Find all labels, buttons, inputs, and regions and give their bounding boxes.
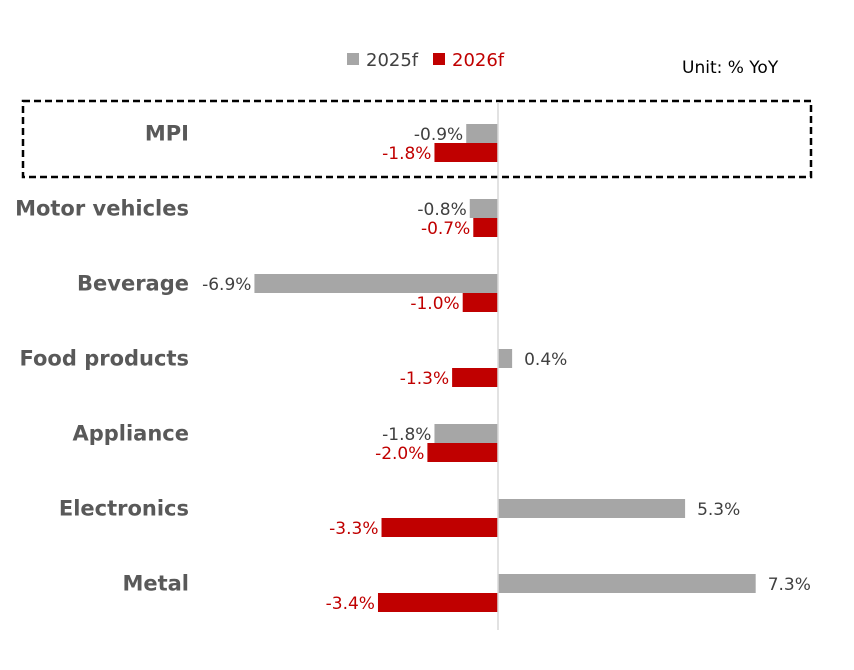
bar-2025f-metal (498, 574, 756, 593)
value-label-2026f-food-products: -1.3% (400, 369, 449, 389)
bar-2026f-beverage (462, 293, 498, 312)
bar-2026f-mpi (434, 143, 498, 162)
category-label-electronics: Electronics (59, 497, 189, 521)
value-label-2026f-beverage: -1.0% (410, 294, 459, 314)
legend-swatch-2026f (433, 53, 445, 65)
value-label-2025f-beverage: -6.9% (202, 275, 251, 295)
bar-2025f-beverage (254, 274, 498, 293)
value-label-2026f-appliance: -2.0% (375, 444, 424, 464)
bar-2026f-appliance (427, 443, 498, 462)
value-label-2026f-motor-vehicles: -0.7% (421, 219, 470, 239)
value-label-2025f-metal: 7.3% (768, 575, 811, 595)
category-label-motor-vehicles: Motor vehicles (15, 197, 189, 221)
bar-2025f-mpi (466, 124, 498, 143)
value-label-2025f-motor-vehicles: -0.8% (417, 200, 466, 220)
bar-2026f-electronics (381, 518, 498, 537)
unit-label: Unit: % YoY (682, 58, 779, 78)
value-label-2026f-electronics: -3.3% (329, 519, 378, 539)
category-label-food-products: Food products (20, 347, 189, 371)
category-label-metal: Metal (122, 572, 189, 596)
bar-2026f-metal (377, 593, 498, 612)
legend-label-2025f: 2025f (366, 50, 419, 71)
value-label-2025f-food-products: 0.4% (524, 350, 567, 370)
highlight-box (21, 99, 813, 179)
legend: 2025f 2026f (347, 50, 505, 71)
bar-2026f-food-products (452, 368, 498, 387)
legend-swatch-2025f (347, 53, 359, 65)
category-label-mpi: MPI (145, 122, 189, 146)
category-label-beverage: Beverage (77, 272, 189, 296)
value-label-2025f-mpi: -0.9% (414, 125, 463, 145)
legend-label-2026f: 2026f (452, 50, 505, 71)
bar-2025f-food-products (498, 349, 513, 368)
bar-2025f-motor-vehicles (469, 199, 498, 218)
bar-2025f-appliance (434, 424, 498, 443)
value-label-2025f-electronics: 5.3% (697, 500, 740, 520)
value-label-2026f-metal: -3.4% (326, 594, 375, 614)
value-label-2026f-mpi: -1.8% (382, 144, 431, 164)
bar-2025f-electronics (498, 499, 686, 518)
category-label-appliance: Appliance (72, 422, 189, 446)
bar-2026f-motor-vehicles (473, 218, 498, 237)
value-label-2025f-appliance: -1.8% (382, 425, 431, 445)
